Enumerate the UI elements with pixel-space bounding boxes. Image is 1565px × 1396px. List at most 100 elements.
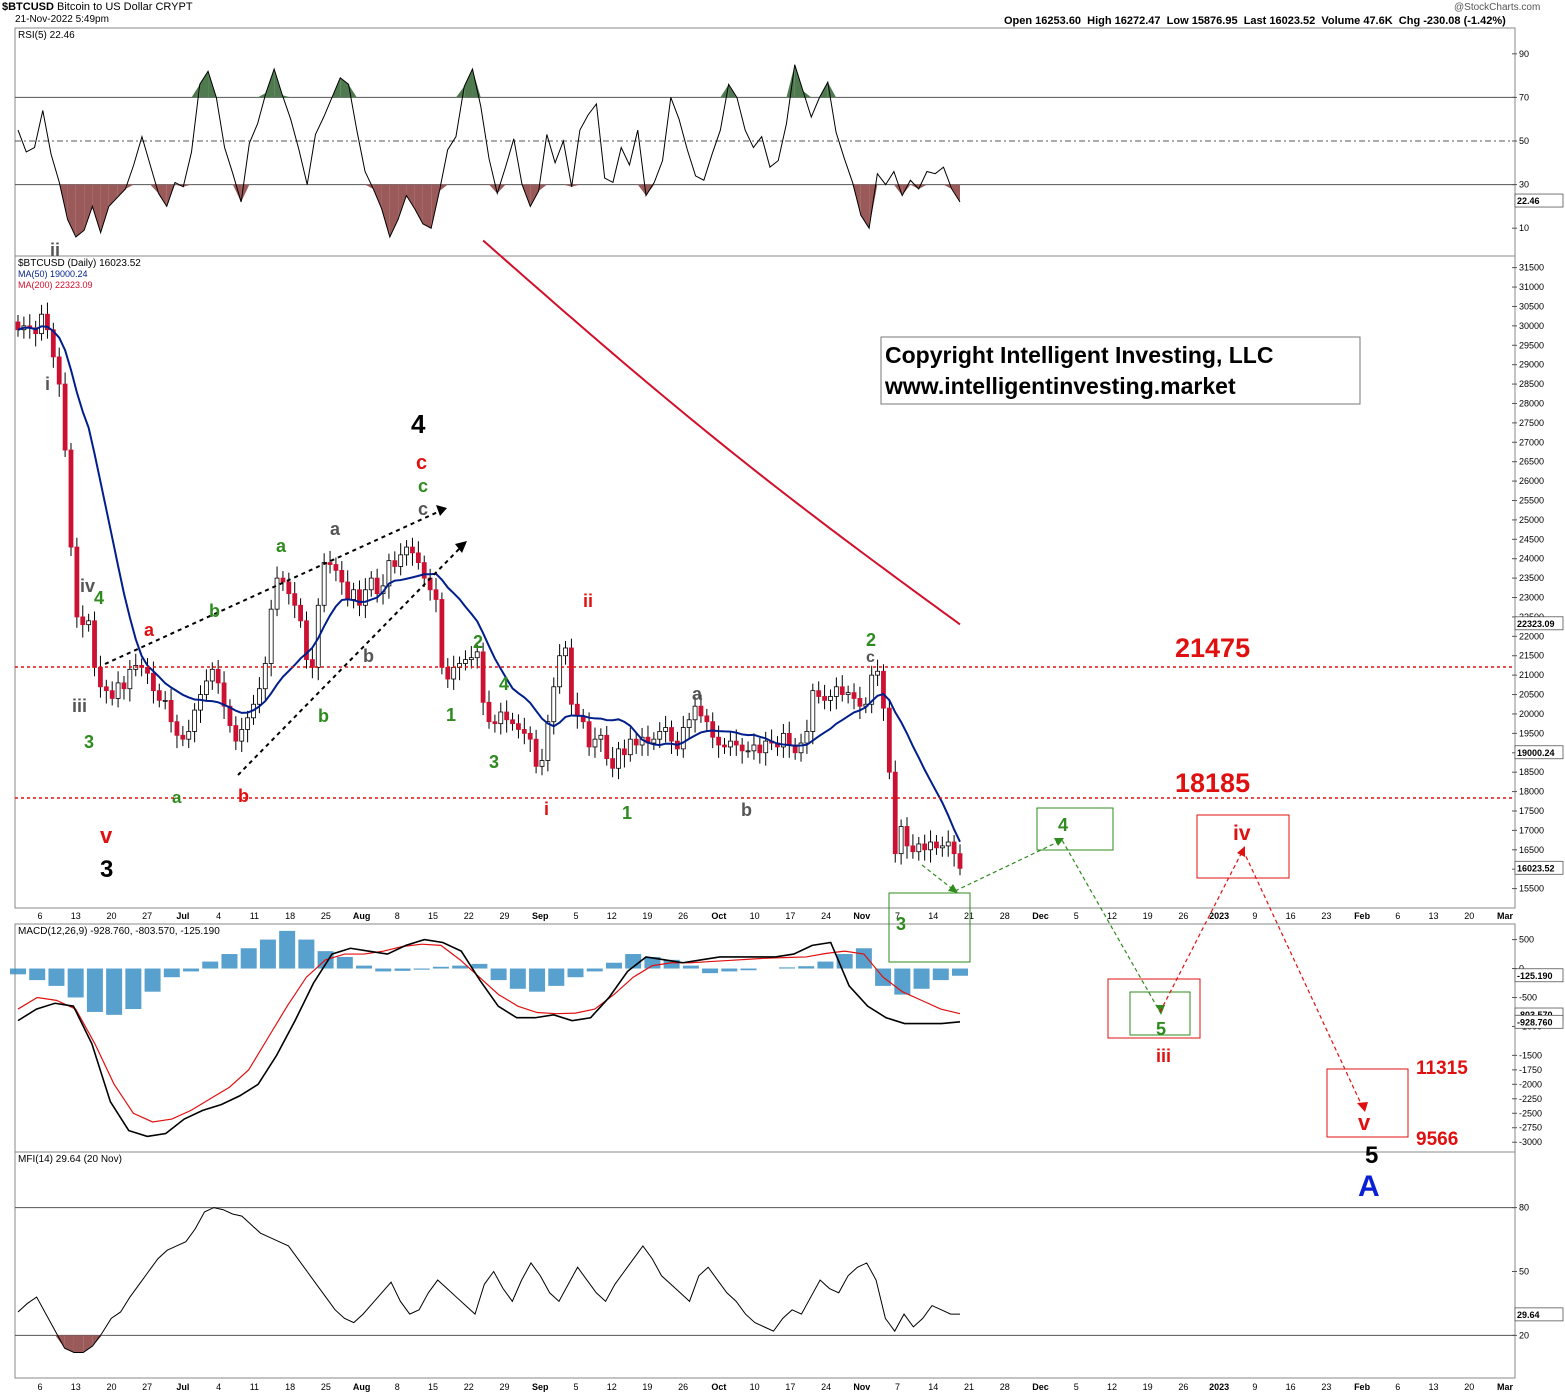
target-box-v bbox=[1326, 1068, 1409, 1138]
wave-ii-gray: ii bbox=[50, 240, 60, 260]
rsi-oversold-fill bbox=[398, 184, 407, 220]
macd-histogram-bar bbox=[644, 956, 661, 969]
candle-down bbox=[410, 546, 415, 554]
candle-down bbox=[604, 734, 610, 759]
mfi-oversold-fill bbox=[64, 1335, 74, 1353]
macd-axis-tick-label: -2500 bbox=[1519, 1108, 1542, 1118]
ma200-line bbox=[482, 239, 961, 626]
candle-up bbox=[763, 740, 769, 754]
rsi-oversold-fill bbox=[158, 184, 167, 207]
candle-up bbox=[39, 313, 44, 335]
candle-down bbox=[527, 732, 533, 740]
wave-a-red: a bbox=[144, 620, 155, 640]
wave-labels: ii i iv 4 iii 3 v 3 a a b b a b a b 4 c … bbox=[45, 240, 1380, 1203]
wedge-lower-line bbox=[237, 545, 463, 776]
rsi-oversold-fill bbox=[893, 184, 903, 196]
target-box-iii bbox=[1107, 978, 1201, 1039]
price-axis-tick-label: 25000 bbox=[1519, 515, 1544, 525]
rsi-overbought-fill bbox=[257, 93, 266, 98]
macd-histogram-bar bbox=[605, 962, 622, 969]
macd-histogram-bar bbox=[548, 968, 565, 986]
candle-up bbox=[592, 738, 598, 748]
copyright-line2: www.intelligentinvesting.market bbox=[884, 373, 1236, 399]
proj-arrow-4 bbox=[1237, 846, 1245, 857]
candle-up bbox=[539, 760, 545, 767]
candle-up bbox=[898, 826, 904, 855]
candle-down bbox=[174, 721, 180, 736]
candle-down bbox=[633, 738, 639, 746]
macd-histogram-bar bbox=[336, 956, 353, 969]
date-label-bottom: 18 bbox=[285, 1382, 295, 1392]
candle-up bbox=[751, 744, 757, 752]
date-label-bottom: 28 bbox=[1000, 1382, 1010, 1392]
rsi-axis-tick-label: 90 bbox=[1519, 49, 1529, 59]
wave-b-green-a: b bbox=[209, 601, 220, 621]
symbol-name: Bitcoin to US Dollar bbox=[57, 1, 153, 13]
rsi-overbought-fill bbox=[191, 84, 200, 98]
rsi-overbought-fill bbox=[472, 69, 481, 98]
price-axis-tick-label: 31000 bbox=[1519, 282, 1544, 292]
candle-up bbox=[828, 696, 833, 701]
candle-up bbox=[451, 666, 457, 680]
wave-a-gray-oct: a bbox=[692, 684, 703, 704]
date-label-bottom: 13 bbox=[1429, 1382, 1439, 1392]
date-label-bottom: Feb bbox=[1354, 1382, 1371, 1392]
candle-down bbox=[45, 313, 50, 331]
wave-1-green-b: 1 bbox=[622, 803, 632, 823]
mfi-axis-tick-label: 50 bbox=[1519, 1267, 1529, 1277]
rsi-oversold-fill bbox=[943, 184, 952, 189]
candle-up bbox=[498, 711, 504, 725]
candle-down bbox=[80, 616, 86, 626]
axes: 9070503010315003100030500300002950029000… bbox=[37, 49, 1564, 1392]
macd-signal-line bbox=[17, 943, 961, 1123]
price-axis-tick-label: 23500 bbox=[1519, 573, 1544, 583]
candle-down bbox=[704, 715, 710, 723]
candle-down bbox=[669, 727, 674, 742]
candle-down bbox=[374, 577, 380, 595]
candle-down bbox=[180, 734, 186, 740]
rsi-overbought-fill bbox=[455, 86, 465, 98]
date-label-bottom: 23 bbox=[1321, 1382, 1331, 1392]
candle-down bbox=[922, 843, 928, 851]
date-label-top: 17 bbox=[785, 911, 795, 921]
date-label-top: 14 bbox=[928, 911, 938, 921]
mfi-line bbox=[17, 1207, 960, 1353]
date-label-top: 24 bbox=[821, 911, 831, 921]
candle-down bbox=[710, 721, 716, 738]
date-label-bottom: Mar bbox=[1497, 1382, 1514, 1392]
date-label-top: 20 bbox=[1464, 911, 1474, 921]
date-label-bottom: Oct bbox=[711, 1382, 726, 1392]
macd-histogram-bar bbox=[432, 966, 449, 969]
date-label-top: 8 bbox=[395, 911, 400, 921]
candle-down bbox=[280, 577, 286, 583]
candle-down bbox=[739, 744, 745, 752]
date-label-top: 27 bbox=[142, 911, 152, 921]
macd-axis-tick-label: 500 bbox=[1519, 935, 1534, 945]
candle-up bbox=[245, 717, 251, 730]
candle-down bbox=[50, 329, 56, 358]
candle-down bbox=[510, 719, 515, 725]
candle-up bbox=[203, 680, 209, 695]
price-axis-tick-label: 18000 bbox=[1519, 787, 1544, 797]
rsi-oversold-fill bbox=[406, 184, 415, 209]
candle-down bbox=[586, 721, 592, 748]
candle-down bbox=[33, 327, 39, 335]
price-axis-tick-label: 28000 bbox=[1519, 398, 1544, 408]
candle-up bbox=[845, 692, 851, 695]
macd-hist-tag-box bbox=[1514, 968, 1564, 983]
ma200-label: MA(200) 22323.09 bbox=[18, 280, 93, 290]
macd-histogram-bar bbox=[798, 966, 815, 969]
wave-b-gray-oct: b bbox=[741, 800, 752, 820]
candle-down bbox=[445, 666, 451, 680]
macd-histogram-bar bbox=[894, 968, 911, 995]
candle-up bbox=[351, 589, 356, 600]
proj-arrow-2 bbox=[1054, 838, 1064, 846]
date-label-top: 19 bbox=[1143, 911, 1153, 921]
rsi-overbought-fill bbox=[282, 95, 291, 98]
candle-down bbox=[327, 562, 333, 565]
macd-histogram-bar bbox=[48, 968, 65, 986]
candle-up bbox=[198, 694, 203, 711]
macd-histogram-bar bbox=[240, 948, 257, 969]
wave-c-gray: c bbox=[418, 499, 428, 519]
mfi-series bbox=[15, 1207, 1515, 1353]
